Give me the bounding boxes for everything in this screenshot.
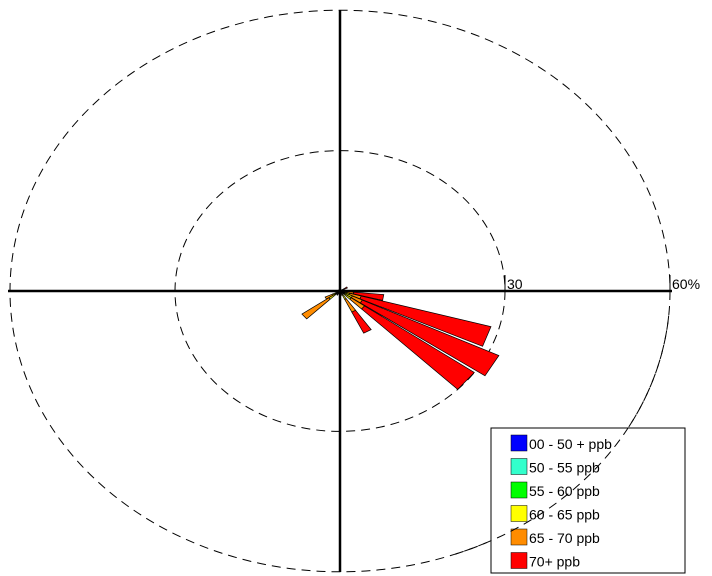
wind-rose-bar-segment xyxy=(301,297,331,320)
radial-tick-label: 60% xyxy=(672,276,700,292)
wind-rose-bars xyxy=(301,286,500,390)
wind-rose-bar-segment xyxy=(359,299,500,377)
wind-rose-bar-segment xyxy=(351,309,372,334)
wind-rose-bar-segment xyxy=(338,288,341,291)
legend-swatch xyxy=(510,528,528,546)
wind-rose-bar-segment xyxy=(352,291,385,301)
legend-label: 50 - 55 ppb xyxy=(529,460,600,476)
legend: 00 - 50 + ppb 50 - 55 ppb 55 - 60 ppb 60… xyxy=(490,427,686,574)
radial-tick-label: 30 xyxy=(507,276,523,292)
wind-rose-bar-segment xyxy=(340,294,342,297)
legend-box xyxy=(490,427,686,574)
legend-swatch xyxy=(510,481,528,499)
legend-swatch xyxy=(510,505,528,522)
legend-swatch xyxy=(510,458,528,475)
wind-rose-bar-segment xyxy=(339,288,342,291)
wind-rose-bar-segment xyxy=(336,292,340,296)
wind-rose-bar-segment xyxy=(324,293,334,300)
legend-label: 65 - 70 ppb xyxy=(529,530,600,546)
wind-rose-bar-segment xyxy=(343,286,348,290)
grid-circle-overlay xyxy=(452,315,670,556)
legend-swatch xyxy=(510,552,528,569)
wind-rose-bar-segment xyxy=(361,305,475,390)
legend-label: 70+ ppb xyxy=(529,554,580,570)
legend-label: 00 - 50 + ppb xyxy=(529,436,612,452)
wind-rose-bar-segment xyxy=(359,295,492,347)
legend-label: 60 - 65 ppb xyxy=(529,507,600,523)
outer-grid-overlay xyxy=(452,315,670,556)
legend-label: 55 - 60 ppb xyxy=(529,483,600,499)
radial-tick-labels: 30 60% xyxy=(504,275,700,292)
legend-swatch xyxy=(510,434,528,452)
